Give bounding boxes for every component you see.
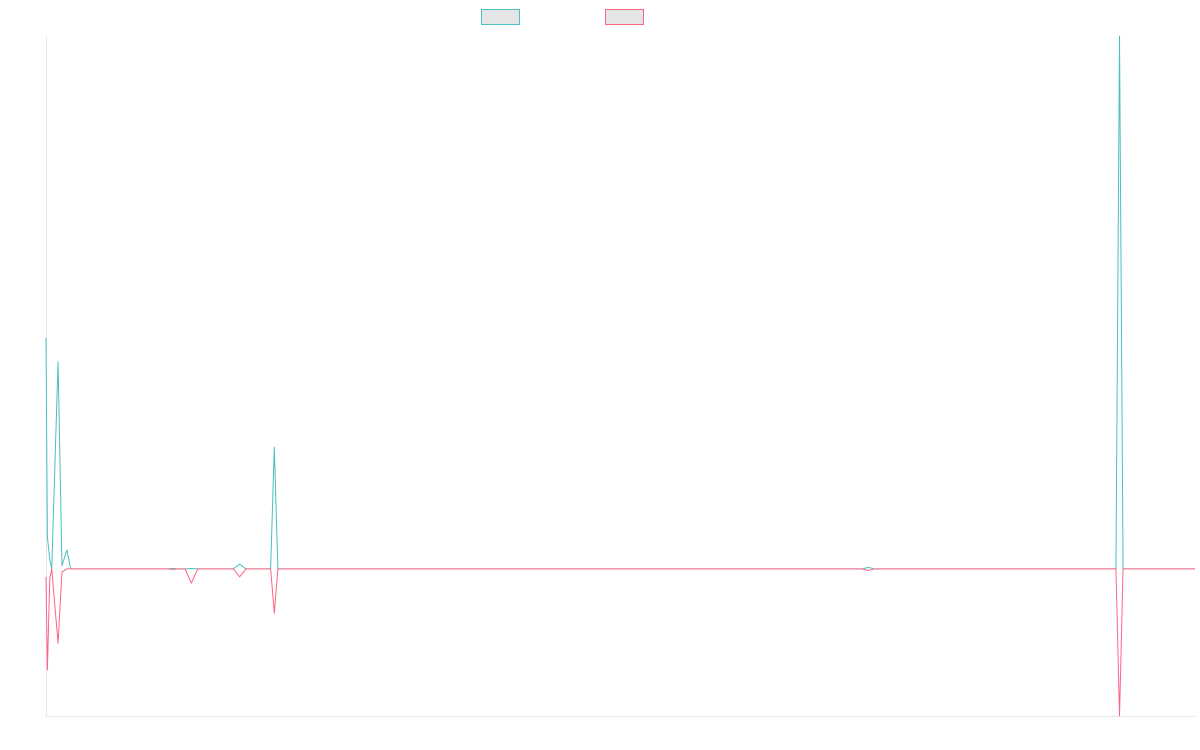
series-layer — [45, 35, 1195, 717]
legend-swatch-series-1[interactable] — [481, 9, 520, 25]
series-line-2 — [45, 568, 1195, 717]
legend-swatch-series-2[interactable] — [605, 9, 644, 25]
series-line-1 — [45, 35, 1195, 570]
